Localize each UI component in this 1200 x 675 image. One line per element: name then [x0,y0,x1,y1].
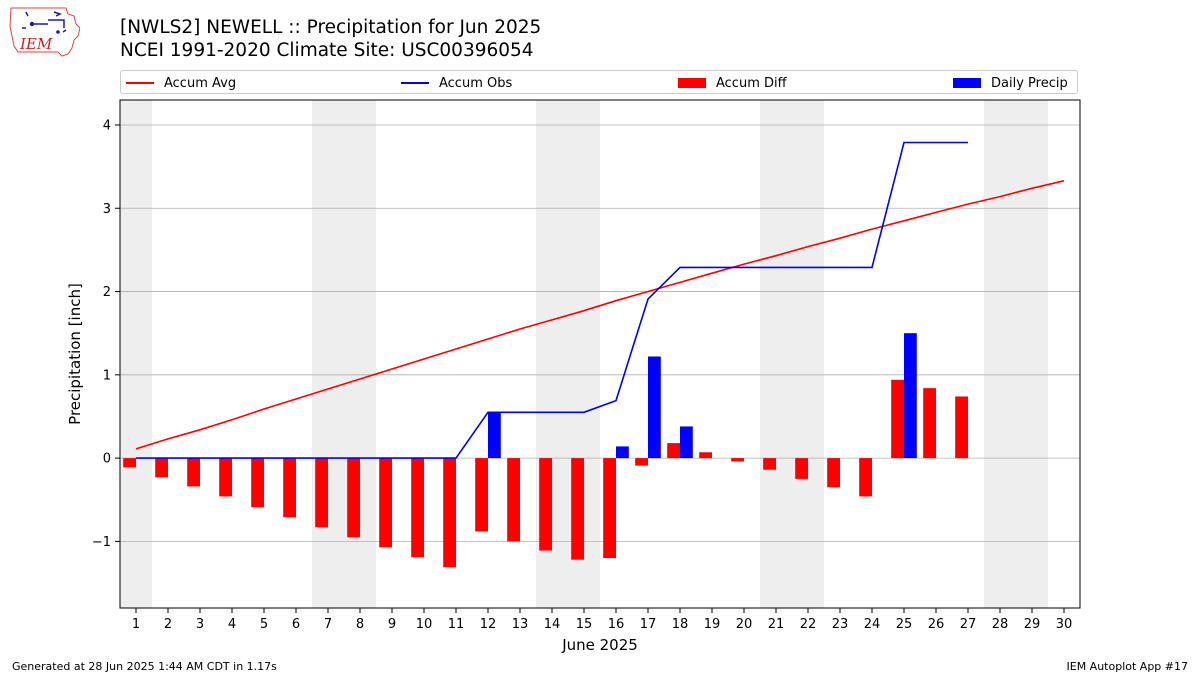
x-tick-label: 26 [928,617,945,632]
legend-item-accum-obs: Accum Obs [401,74,512,92]
daily-precip-bar [488,412,501,459]
daily-precip-bar [616,446,629,459]
legend: Accum Avg Accum Obs Accum Diff Daily Pre… [120,70,1078,94]
x-tick-label: 4 [228,617,236,632]
legend-label: Accum Avg [164,75,237,91]
accum-diff-bar [699,452,712,459]
x-tick-label: 6 [292,617,300,632]
daily-precip-bar [648,356,661,459]
accum-diff-bar [795,458,808,479]
x-tick-label: 27 [960,617,977,632]
plot-frame [119,99,1081,609]
x-tick-label: 11 [448,617,465,632]
accum-diff-bar [667,443,680,459]
accum-diff-bar [763,458,776,470]
footer-generated: Generated at 28 Jun 2025 1:44 AM CDT in … [12,660,277,673]
weekend-shading [312,100,344,608]
y-axis-label: Precipitation [inch] [66,283,84,425]
accum-diff-bar [251,458,264,508]
weekend-shading [120,100,152,608]
accum-diff-bar [379,458,392,548]
x-tick-label: 18 [672,617,689,632]
x-tick-label: 16 [608,617,625,632]
weekend-shading [760,100,792,608]
legend-label: Accum Diff [716,75,787,91]
x-tick-label: 12 [480,617,497,632]
x-tick-label: 1 [132,617,140,632]
accum-diff-bar [155,458,168,478]
accum-diff-bar [347,458,360,538]
x-tick-label: 2 [164,617,172,632]
x-tick-label: 17 [640,617,657,632]
x-tick-label: 23 [832,617,849,632]
iem-logo: IEM [9,7,80,57]
x-tick-label: 10 [416,617,433,632]
x-tick-label: 15 [576,617,593,632]
legend-label: Daily Precip [991,75,1068,91]
accum-diff-bar [123,458,136,468]
x-tick-label: 14 [544,617,561,632]
accum-diff-bar [219,458,232,497]
weekend-shading [1016,100,1048,608]
legend-swatch [126,82,154,84]
x-tick-label: 19 [704,617,721,632]
x-tick-label: 22 [800,617,817,632]
accum-diff-bar [283,458,296,518]
weekend-shading [984,100,1016,608]
accum-diff-bar [955,396,968,459]
x-tick-label: 28 [992,617,1009,632]
accum-diff-bar [187,458,200,487]
legend-item-accum-diff: Accum Diff [678,74,787,92]
footer-app-id: IEM Autoplot App #17 [1066,660,1189,673]
y-tick-label: 2 [103,285,111,300]
legend-label: Accum Obs [439,75,513,91]
x-tick-label: 8 [356,617,364,632]
accum-diff-bar [411,458,424,558]
y-tick-label: −1 [92,535,111,550]
legend-item-accum-avg: Accum Avg [126,74,236,92]
y-tick-label: 3 [103,202,111,217]
accum-diff-bar [731,458,744,462]
x-tick-label: 30 [1056,617,1073,632]
accum-diff-bar [507,458,520,542]
x-axis-label: June 2025 [561,636,638,654]
accum-diff-bar [603,458,616,559]
accum-diff-bar [827,458,840,488]
daily-precip-bar [680,426,693,459]
accum-diff-bar [635,458,648,466]
accum-diff-bar [539,458,552,551]
y-tick-label: 1 [103,368,111,383]
accum-obs-line [136,141,968,459]
x-tick-label: 9 [388,617,396,632]
weekend-shading [792,100,824,608]
y-tick-label: 0 [103,452,111,467]
accum-diff-bar [475,458,488,532]
x-tick-label: 29 [1024,617,1041,632]
accum-diff-bar [923,388,936,459]
x-tick-label: 5 [260,617,268,632]
accum-diff-bar [315,458,328,528]
x-tick-label: 13 [512,617,529,632]
logo-text: IEM [19,35,53,53]
accum-avg-line [135,180,1065,450]
x-tick-label: 7 [324,617,332,632]
accum-diff-bar [571,458,584,560]
x-tick-label: 24 [864,617,881,632]
legend-swatch [678,78,706,88]
x-tick-label: 21 [768,617,785,632]
chart-subtitle: NCEI 1991-2020 Climate Site: USC00396054 [120,40,534,61]
x-tick-label: 25 [896,617,913,632]
legend-swatch [953,78,981,88]
legend-item-daily-precip: Daily Precip [953,74,1068,92]
chart-title: [NWLS2] NEWELL :: Precipitation for Jun … [120,17,542,38]
legend-swatch [401,82,429,84]
x-tick-label: 20 [736,617,753,632]
accum-diff-bar [891,379,904,459]
y-tick-label: 4 [103,118,111,133]
daily-precip-bar [904,333,917,459]
accum-diff-bar [859,458,872,497]
x-tick-label: 3 [196,617,204,632]
accum-diff-bar [443,458,456,568]
